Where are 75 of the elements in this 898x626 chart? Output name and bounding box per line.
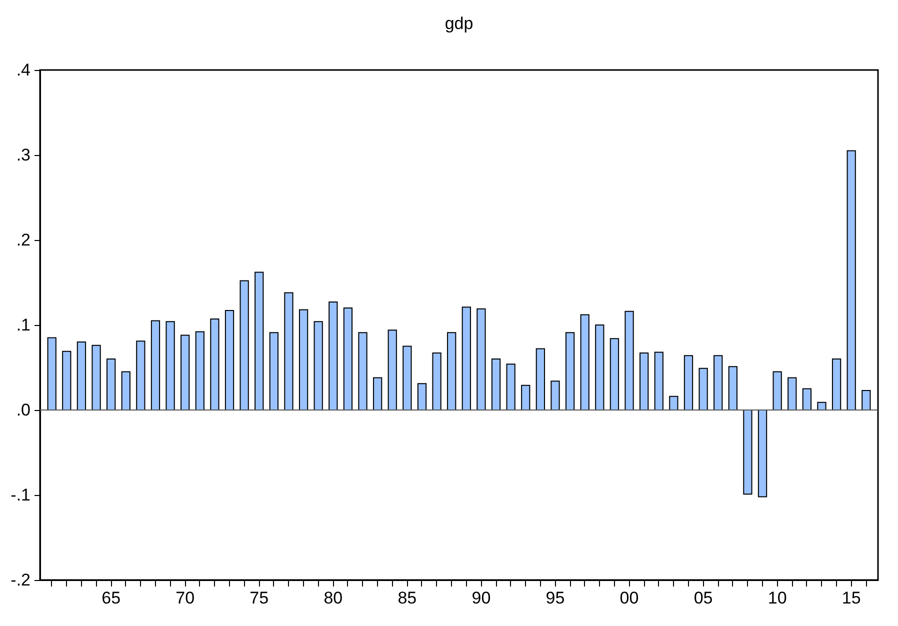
x-tick-label: 70 xyxy=(176,588,195,608)
y-tick-label: .1 xyxy=(16,316,30,334)
bar xyxy=(832,358,842,410)
bar xyxy=(180,334,190,410)
bar xyxy=(76,342,86,410)
bar xyxy=(521,384,530,410)
bar xyxy=(136,340,146,410)
x-tick-label: 85 xyxy=(398,588,417,608)
bar xyxy=(314,321,323,410)
bar xyxy=(728,366,738,410)
y-tick-label: .3 xyxy=(16,146,30,164)
x-tick-label: 80 xyxy=(324,588,343,608)
x-tick-label: 95 xyxy=(546,588,565,608)
bar xyxy=(284,292,294,410)
y-tick-label: .0 xyxy=(16,400,30,420)
bar xyxy=(758,410,768,498)
x-tick-label: 90 xyxy=(472,588,491,608)
y-tick-label: -.1 xyxy=(10,486,30,504)
x-tick-label: 10 xyxy=(768,588,787,608)
bar xyxy=(240,280,249,410)
x-tick-label: 05 xyxy=(694,588,713,608)
bar xyxy=(402,346,412,410)
bar xyxy=(491,358,501,410)
bar xyxy=(210,318,220,410)
bar xyxy=(92,344,101,410)
bar xyxy=(580,314,590,410)
bar xyxy=(802,388,812,410)
bar xyxy=(640,352,649,410)
bar xyxy=(654,352,664,410)
bar xyxy=(595,324,604,410)
bar xyxy=(343,308,353,410)
bar xyxy=(358,332,368,410)
bar xyxy=(714,355,723,410)
bar xyxy=(550,380,560,410)
bar xyxy=(476,308,486,410)
x-tick-label: 00 xyxy=(620,588,639,608)
y-tick-label: .4 xyxy=(16,60,30,80)
bar xyxy=(698,368,708,410)
bar xyxy=(610,338,620,410)
bar xyxy=(536,348,546,410)
bar xyxy=(195,331,204,410)
bar xyxy=(328,302,338,410)
bar xyxy=(447,332,456,410)
bar xyxy=(224,310,234,410)
bar xyxy=(846,150,856,410)
bar xyxy=(298,309,308,410)
bar xyxy=(254,272,264,410)
bar xyxy=(506,364,516,410)
bar xyxy=(669,396,678,410)
y-tick-label: .2 xyxy=(16,230,30,250)
bar xyxy=(166,321,175,410)
bar xyxy=(62,350,72,410)
bar xyxy=(417,383,427,410)
bar xyxy=(150,320,160,410)
chart-title: gdp xyxy=(444,14,474,33)
y-tick-label: -.2 xyxy=(10,570,30,590)
bar xyxy=(684,355,694,410)
x-tick-label: 65 xyxy=(102,588,121,608)
x-tick-label: 75 xyxy=(250,588,269,608)
bar xyxy=(862,390,871,410)
bar xyxy=(47,337,56,410)
bar xyxy=(388,330,397,410)
bar xyxy=(788,377,797,410)
bar xyxy=(106,358,116,410)
bar xyxy=(743,410,752,495)
bar xyxy=(817,402,826,410)
bar xyxy=(372,377,382,410)
x-tick-label: 15 xyxy=(842,588,861,608)
bar xyxy=(772,371,782,410)
bar xyxy=(121,371,130,410)
bar xyxy=(462,306,471,410)
bar xyxy=(432,352,442,410)
bar xyxy=(565,332,575,410)
bar xyxy=(624,310,634,410)
bar xyxy=(269,332,278,410)
